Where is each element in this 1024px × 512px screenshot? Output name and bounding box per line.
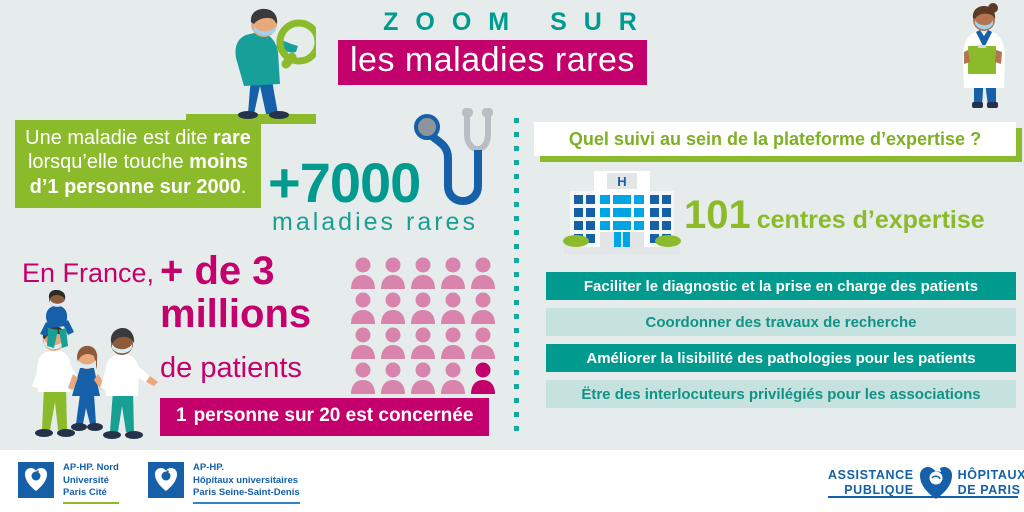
page-title: les maladies rares bbox=[338, 40, 647, 85]
logo1-line3: Paris Cité bbox=[63, 487, 107, 499]
logo-aphp-nord-text: AP-HP. Nord Université Paris Cité bbox=[63, 462, 119, 505]
logo2-rule bbox=[193, 501, 300, 505]
person-icon bbox=[381, 292, 405, 324]
definition-emphasis-threshold: moins d’1 personne sur 2000 bbox=[29, 151, 249, 198]
logo2-line1: AP-HP. bbox=[193, 462, 224, 473]
ratio-banner: 1 personne sur 20 est concernée bbox=[160, 398, 490, 436]
person-icon-highlighted bbox=[471, 362, 495, 394]
person-icon bbox=[471, 292, 495, 324]
centres-number: 101 bbox=[684, 193, 751, 237]
section-divider bbox=[514, 118, 519, 438]
logo-assistance-publique[interactable]: ASSISTANCE PUBLIQUE HÔPITAUX DE PARIS bbox=[828, 462, 1024, 504]
centres-stat: 101 centres d’expertise bbox=[684, 193, 985, 238]
family-illustration bbox=[32, 290, 158, 439]
person-icon bbox=[441, 292, 465, 324]
person-icon bbox=[441, 257, 465, 289]
stethoscope-icon bbox=[414, 108, 493, 205]
ap-right-line2: DE PARIS bbox=[957, 483, 1021, 497]
person-icon bbox=[351, 327, 375, 359]
definition-text-2: lorsqu’elle touche bbox=[27, 151, 190, 174]
person-icon bbox=[381, 327, 405, 359]
mission-bar-4[interactable]: Ëtre des interlocuteurs privilégiés pour… bbox=[546, 380, 1016, 408]
person-icon bbox=[351, 292, 375, 324]
aphp-logo-mark bbox=[18, 462, 54, 498]
france-prefix-label: En France, bbox=[22, 258, 155, 288]
ratio-text: personne sur 20 est concernée bbox=[193, 405, 474, 426]
aphp-heart-icon bbox=[155, 468, 177, 491]
person-with-magnifier-illustration bbox=[186, 8, 316, 124]
ap-left-line1: ASSISTANCE bbox=[828, 467, 914, 482]
hospital-sign-letter: H bbox=[617, 174, 626, 189]
logo-aphp-nord[interactable]: AP-HP. Nord Université Paris Cité bbox=[18, 462, 119, 505]
logo-aphp-ssd-text: AP-HP. Hôpitaux universitaires Paris Sei… bbox=[193, 462, 300, 505]
logo2-line3: Paris Seine-Saint-Denis bbox=[193, 487, 300, 499]
mission-bar-1[interactable]: Faciliter le diagnostic et la prise en c… bbox=[546, 272, 1016, 300]
ratio-number: 1 bbox=[176, 405, 187, 426]
hospital-icon: H bbox=[563, 171, 681, 254]
person-icon bbox=[471, 327, 495, 359]
logo2-line2: Hôpitaux universitaires bbox=[193, 474, 299, 486]
ap-left-line2: PUBLIQUE bbox=[844, 483, 914, 497]
patients-count-label: de patients bbox=[160, 352, 302, 384]
person-icon bbox=[441, 327, 465, 359]
person-icon bbox=[411, 257, 435, 289]
person-icon bbox=[381, 257, 405, 289]
doctor-with-clipboard-illustration bbox=[963, 3, 1005, 108]
patients-count: + de 3 millions bbox=[160, 249, 312, 337]
person-icon bbox=[471, 257, 495, 289]
person-icon bbox=[351, 362, 375, 394]
person-icon bbox=[381, 362, 405, 394]
title-kicker: ZOOM SUR bbox=[383, 8, 654, 36]
logo1-line2: Université bbox=[63, 474, 109, 486]
diseases-count-label: maladies rares bbox=[272, 208, 478, 236]
people-ratio-grid bbox=[348, 256, 498, 396]
person-icon bbox=[351, 257, 375, 289]
diseases-count: +7000 bbox=[268, 151, 421, 214]
ap-right-line1: HÔPITAUX bbox=[957, 467, 1024, 482]
definition-box: Une maladie est dite rare lorsqu’elle to… bbox=[15, 120, 261, 208]
logo1-line1: AP-HP. Nord bbox=[63, 462, 119, 473]
platform-question-header: Quel suivi au sein de la plateforme d’ex… bbox=[534, 122, 1016, 156]
ap-logo-underline bbox=[828, 496, 1018, 498]
ap-left-text: ASSISTANCE PUBLIQUE bbox=[828, 468, 914, 499]
definition-text-3: . bbox=[240, 175, 247, 198]
centres-label: centres d’expertise bbox=[756, 206, 985, 234]
definition-text-1: Une maladie est dite bbox=[25, 127, 214, 149]
aphp-heart-icon bbox=[919, 467, 952, 499]
aphp-heart-icon bbox=[25, 468, 47, 491]
definition-emphasis-rare: rare bbox=[213, 127, 251, 149]
missions-list: Faciliter le diagnostic et la prise en c… bbox=[546, 272, 1016, 416]
person-icon bbox=[411, 327, 435, 359]
person-icon bbox=[411, 292, 435, 324]
person-icon bbox=[441, 362, 465, 394]
mission-bar-3[interactable]: Améliorer la lisibilité des pathologies … bbox=[546, 344, 1016, 372]
person-icon bbox=[411, 362, 435, 394]
logo1-rule bbox=[63, 501, 119, 505]
aphp-logo-mark bbox=[148, 462, 184, 498]
logo-aphp-seine-saint-denis[interactable]: AP-HP. Hôpitaux universitaires Paris Sei… bbox=[148, 462, 300, 505]
ap-right-text: HÔPITAUX DE PARIS bbox=[958, 468, 1024, 499]
platform-question-header-wrap: Quel suivi au sein de la plateforme d’ex… bbox=[534, 122, 1022, 162]
mission-bar-2[interactable]: Coordonner des travaux de recherche bbox=[546, 308, 1016, 336]
